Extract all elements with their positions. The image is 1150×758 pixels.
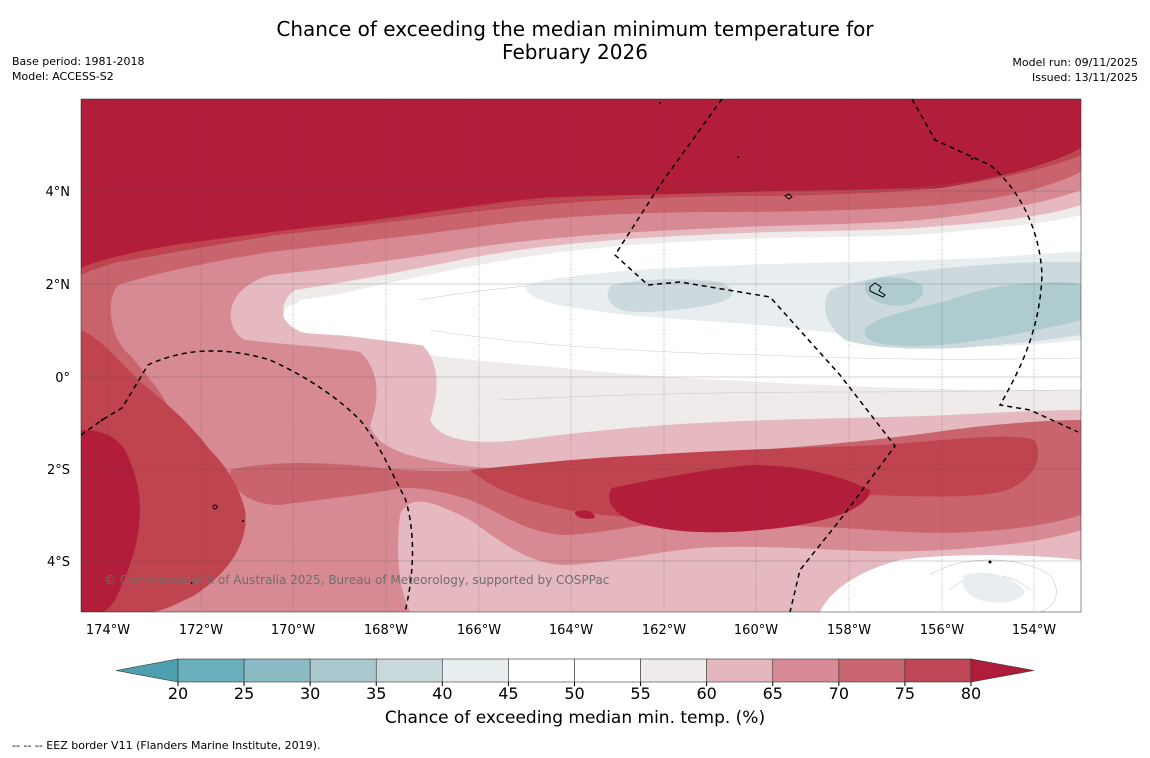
colorbar-label: Chance of exceeding median min. temp. (%… bbox=[384, 708, 766, 728]
colorbar-bin bbox=[508, 658, 575, 683]
colorbar-bin bbox=[309, 658, 377, 683]
model-text: Model: ACCESS-S2 bbox=[12, 70, 114, 83]
lon-tick-label: 156°W bbox=[920, 623, 964, 638]
lon-tick-label: 174°W bbox=[86, 623, 130, 638]
lon-tick-label: 160°W bbox=[734, 623, 778, 638]
colorbar-tick-label: 20 bbox=[168, 684, 188, 703]
eez-borders bbox=[81, 99, 1079, 612]
island-dot bbox=[970, 157, 974, 161]
colorbar-tick-label: 25 bbox=[234, 684, 254, 703]
island-dot bbox=[100, 418, 104, 422]
island-dot bbox=[988, 560, 992, 564]
meta-left: Base period: 1981-2018 Model: ACCESS-S2 bbox=[12, 54, 144, 84]
colorbar-tick-label: 60 bbox=[696, 684, 716, 703]
colorbar-tick-label: 40 bbox=[432, 684, 452, 703]
lon-tick-label: 154°W bbox=[1012, 623, 1056, 638]
colorbar-bin bbox=[640, 658, 707, 683]
colorbar-bin bbox=[574, 658, 641, 683]
island-outline bbox=[784, 193, 793, 200]
island-dot bbox=[659, 102, 661, 104]
colorbar-tick-label: 80 bbox=[961, 684, 981, 703]
island-dot bbox=[737, 156, 739, 158]
colorbar-bin bbox=[243, 658, 311, 683]
lon-axis: 174°W 172°W 170°W 168°W 166°W 164°W 162°W 160°W… bbox=[86, 623, 1056, 638]
lon-tick-label: 158°W bbox=[827, 623, 871, 638]
meta-right: Model run: 09/11/2025 Issued: 13/11/2025 bbox=[1012, 55, 1138, 85]
region-above-80 bbox=[81, 99, 1081, 612]
lon-tick-label: 172°W bbox=[179, 623, 223, 638]
colorbar-tick-label: 35 bbox=[366, 684, 386, 703]
issued-text: Issued: 13/11/2025 bbox=[1031, 71, 1138, 84]
lat-tick-label: 4°N bbox=[46, 185, 71, 200]
colorbar-tick-label: 50 bbox=[564, 684, 584, 703]
lat-tick-label: 4°S bbox=[47, 555, 70, 570]
colorbar-under-arrow bbox=[115, 658, 179, 683]
colorbar-tick-label: 65 bbox=[763, 684, 783, 703]
graticule bbox=[81, 99, 1081, 612]
copyright-text: © Commonwealth of Australia 2025, Bureau… bbox=[104, 573, 609, 587]
colorbar-over-arrow bbox=[970, 658, 1035, 683]
region-30-35 bbox=[864, 277, 1081, 347]
colorbar-bin bbox=[772, 658, 840, 683]
lon-tick-label: 166°W bbox=[457, 623, 501, 638]
colorbar-bin bbox=[177, 658, 245, 683]
base-period-text: Base period: 1981-2018 bbox=[12, 55, 145, 68]
map-frame bbox=[80, 98, 1082, 613]
region-40-45-south bbox=[962, 572, 1025, 603]
lat-tick-label: 2°N bbox=[46, 278, 71, 293]
island-outline bbox=[212, 504, 218, 510]
colorbar-tick-label: 30 bbox=[300, 684, 320, 703]
island-dot bbox=[190, 581, 194, 585]
lon-tick-label: 164°W bbox=[549, 623, 593, 638]
colorbar-tick-label: 75 bbox=[895, 684, 915, 703]
eez-legend-note: -- -- -- EEZ border V11 (Flanders Marine… bbox=[12, 739, 321, 752]
lat-tick-label: 0° bbox=[55, 371, 70, 386]
island-dot bbox=[242, 520, 244, 522]
colorbar-tick-label: 70 bbox=[829, 684, 849, 703]
colorbar-bin bbox=[442, 658, 509, 683]
colorbar-bin bbox=[706, 658, 774, 683]
lat-axis: 4°N 2°N 0° 2°S 4°S bbox=[46, 185, 71, 570]
eez-border-east bbox=[911, 99, 1079, 433]
chart-title: Chance of exceeding the median minimum t… bbox=[0, 18, 1150, 64]
lon-tick-label: 170°W bbox=[271, 623, 315, 638]
colorbar-bin bbox=[375, 658, 443, 683]
eez-border-west bbox=[81, 350, 414, 612]
chart-title-line2: February 2026 bbox=[502, 40, 648, 64]
map-area: © Commonwealth of Australia 2025, Bureau… bbox=[81, 99, 1081, 612]
island-outline bbox=[869, 282, 886, 298]
colorbar: 20 25 30 35 40 45 50 55 60 65 70 75 80 bbox=[115, 658, 1035, 703]
colorbar-tick-label: 55 bbox=[630, 684, 650, 703]
lat-tick-label: 2°S bbox=[47, 463, 70, 478]
lon-tick-label: 168°W bbox=[364, 623, 408, 638]
colorbar-bin bbox=[904, 658, 972, 683]
colorbar-bin bbox=[838, 658, 906, 683]
chart-title-line1: Chance of exceeding the median minimum t… bbox=[276, 17, 874, 41]
colorbar-tick-label: 45 bbox=[498, 684, 518, 703]
lon-tick-label: 162°W bbox=[642, 623, 686, 638]
model-run-text: Model run: 09/11/2025 bbox=[1012, 56, 1138, 69]
